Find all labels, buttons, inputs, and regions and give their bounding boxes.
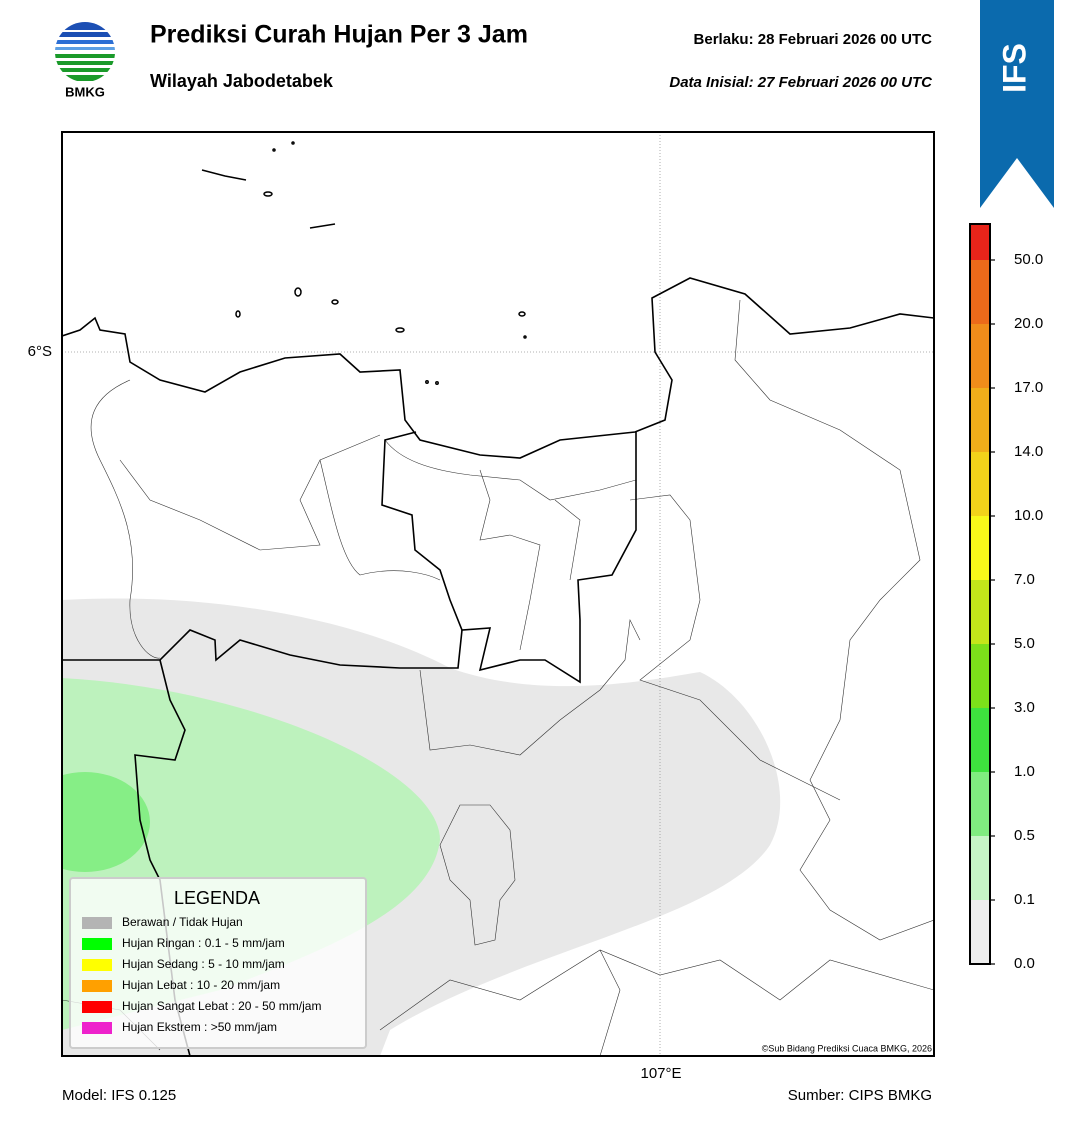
colorbar-segment (970, 388, 990, 452)
legend-label: Berawan / Tidak Hujan (122, 915, 243, 929)
colorbar-tick-label: 7.0 (1014, 571, 1035, 588)
colorbar-tick-label: 5.0 (1014, 635, 1035, 652)
badge (980, 0, 1054, 208)
subtitle: Wilayah Jabodetabek (150, 71, 334, 91)
title: Prediksi Curah Hujan Per 3 Jam (150, 21, 528, 49)
legend-swatch (82, 917, 112, 929)
colorbar-segment (970, 836, 990, 900)
legend-label: Hujan Lebat : 10 - 20 mm/jam (122, 978, 280, 992)
init-time: Data Inisial: 27 Februari 2026 00 UTC (669, 74, 933, 91)
colorbar-tick-label: 0.0 (1014, 955, 1035, 972)
colorbar-segment (970, 260, 990, 324)
colorbar: 0.0 0.1 0.5 1.0 3.0 5.0 7.0 10.0 14.0 17.0 20.0 50.… (969, 223, 1043, 972)
colorbar-segment (970, 772, 990, 836)
legend-swatch (82, 1001, 112, 1013)
colorbar-segment (970, 452, 990, 516)
colorbar-tick-label: 0.5 (1014, 827, 1035, 844)
colorbar-segment (970, 324, 990, 388)
legend-label: Hujan Sedang : 5 - 10 mm/jam (122, 957, 285, 971)
colorbar-frame (969, 223, 991, 965)
colorbar-tick-label: 14.0 (1014, 443, 1043, 460)
rain-area (62, 772, 150, 872)
colorbar-segment (970, 708, 990, 772)
legend-label: Hujan Ekstrem : >50 mm/jam (122, 1020, 277, 1034)
admin-boundaries (62, 299, 934, 1056)
lon-label: 107°E (640, 1065, 681, 1082)
colorbar-tick-label: 50.0 (1014, 251, 1043, 268)
map-frame (61, 131, 935, 1057)
colorbar-tick-label: 17.0 (1014, 379, 1043, 396)
credit: ©Sub Bidang Prediksi Cuaca BMKG, 2026 (762, 1043, 932, 1053)
colorbar-tick-label: 0.1 (1014, 891, 1035, 908)
logo-text: BMKG (65, 84, 105, 99)
colorbar-tick-label: 3.0 (1014, 699, 1035, 716)
colorbar-segment (970, 580, 990, 644)
source: Sumber: CIPS BMKG (788, 1087, 932, 1104)
colorbar-segment (970, 644, 990, 708)
colorbar-tick-label: 20.0 (1014, 315, 1043, 332)
colorbar-segment (970, 900, 990, 964)
lat-label: 6°S (28, 343, 52, 360)
model: Model: IFS 0.125 (62, 1087, 176, 1104)
badge-text: IFS (996, 43, 1032, 93)
colorbar-tick-label: 1.0 (1014, 763, 1035, 780)
legend-swatch (82, 1022, 112, 1034)
legend-label: Hujan Sangat Lebat : 20 - 50 mm/jam (122, 999, 321, 1013)
colorbar-tick-label: 10.0 (1014, 507, 1043, 524)
legend-swatch (82, 959, 112, 971)
legend-swatch (82, 938, 112, 950)
valid-time: Berlaku: 28 Februari 2026 00 UTC (694, 31, 933, 48)
legend: LEGENDA Berawan / Tidak Hujan Hujan Ringa… (69, 877, 367, 1049)
legend-label: Hujan Ringan : 0.1 - 5 mm/jam (122, 936, 285, 950)
colorbar-segment (970, 224, 990, 260)
legend-swatch (82, 980, 112, 992)
logo (55, 22, 115, 82)
colorbar-segment (970, 516, 990, 580)
islands (201, 141, 527, 385)
legend-title: LEGENDA (174, 888, 260, 908)
